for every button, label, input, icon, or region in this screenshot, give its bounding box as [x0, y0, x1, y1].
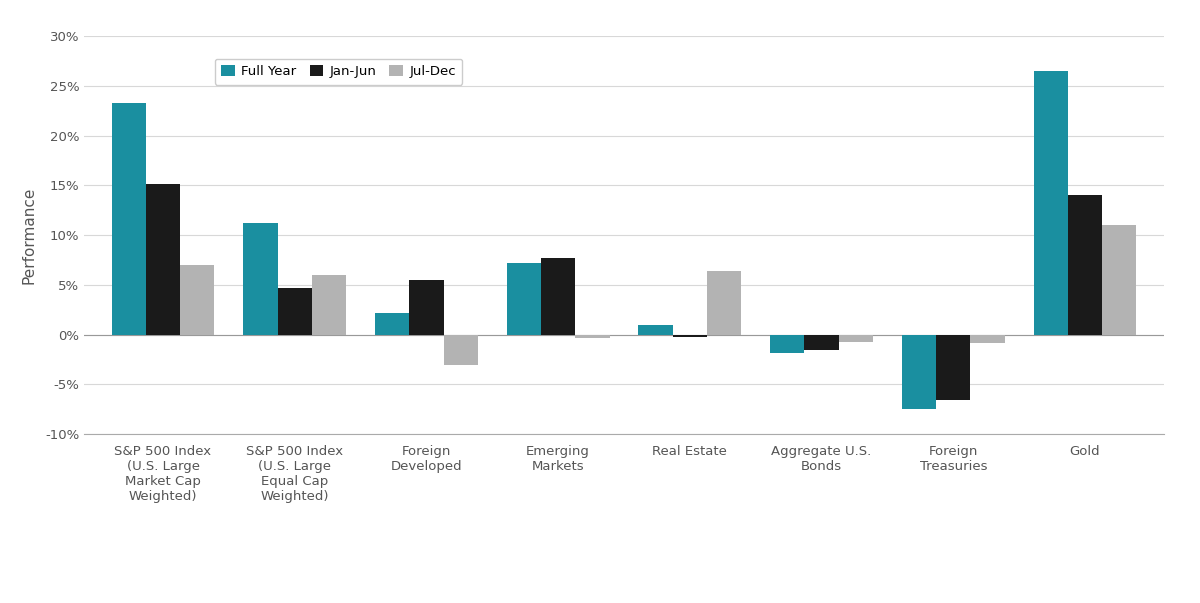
Bar	[112, 103, 146, 335]
Bar	[541, 258, 575, 335]
Bar	[971, 335, 1004, 343]
Bar	[444, 335, 478, 364]
Bar	[376, 313, 409, 335]
Legend: Full Year, Jan-Jun, Jul-Dec: Full Year, Jan-Jun, Jul-Dec	[215, 58, 462, 85]
Bar	[506, 263, 541, 335]
Bar	[1102, 226, 1136, 335]
Bar	[707, 271, 742, 335]
Bar	[1068, 195, 1102, 335]
Bar	[839, 335, 872, 342]
Bar	[1033, 71, 1068, 335]
Bar	[575, 335, 610, 338]
Bar	[180, 265, 215, 335]
Bar	[638, 324, 673, 335]
Bar	[409, 280, 444, 335]
Bar	[770, 335, 804, 353]
Bar	[936, 335, 971, 400]
Bar	[277, 288, 312, 335]
Bar	[673, 335, 707, 336]
Bar	[804, 335, 839, 350]
Bar	[146, 185, 180, 335]
Bar	[244, 223, 277, 335]
Bar	[902, 335, 936, 409]
Y-axis label: Performance: Performance	[22, 186, 36, 284]
Bar	[312, 275, 346, 335]
